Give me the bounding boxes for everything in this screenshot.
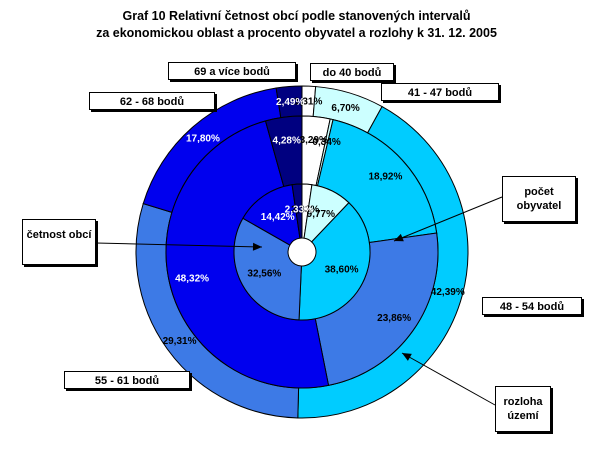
data-label-po-et-obyvatel-62-68-bod: 48,32%	[175, 274, 209, 285]
data-label-etnost-obc-do-40-bod: 2,33%	[291, 205, 319, 216]
data-label-po-et-obyvatel-41-47-bod: 0,34%	[312, 137, 340, 148]
arrow-population-line	[393, 196, 503, 242]
arrow-frequency-head	[252, 242, 262, 251]
data-label-rozloha-zem-41-47-bod: 6,70%	[331, 103, 359, 114]
data-label-po-et-obyvatel-48-54-bod: 18,92%	[368, 171, 402, 182]
legend-label-48-54: 48 - 54 bodů	[482, 297, 582, 315]
legend-label-do-40: do 40 bodů	[310, 63, 394, 81]
data-label-rozloha-zem-do-40-bod: 1,31%	[294, 97, 322, 108]
segment-etnost-obc-55-61-bod	[233, 217, 302, 321]
annotation-frequency: četnost obcí	[22, 219, 96, 265]
arrow-area-line	[401, 352, 496, 406]
segment-etnost-obc-48-54-bod	[298, 202, 371, 321]
data-label-rozloha-zem-55-61-bod: 29,31%	[163, 336, 197, 347]
chart-title-line-2: za ekonomickou oblast a procento obyvate…	[96, 26, 497, 40]
chart-title: Graf 10 Relativní četnost obcí podle sta…	[0, 8, 593, 42]
data-label-rozloha-zem-62-68-bod: 17,80%	[186, 134, 220, 145]
arrow-frequency-line	[95, 242, 263, 248]
data-label-rozloha-zem-69-a-v-ce-bod: 2,49%	[276, 97, 304, 108]
legend-label-55-61: 55 - 61 bodů	[64, 371, 190, 389]
data-label-etnost-obc-69-a-v-ce-bod: 2,33%	[285, 205, 313, 216]
data-label-etnost-obc-62-68-bod: 14,42%	[261, 212, 295, 223]
legend-label-62-68: 62 - 68 bodů	[89, 92, 215, 110]
data-label-etnost-obc-55-61-bod: 32,56%	[247, 268, 281, 279]
segment-etnost-obc-69-a-v-ce-bod	[291, 183, 303, 239]
data-label-rozloha-zem-48-54-bod: 42,39%	[431, 287, 465, 298]
data-label-po-et-obyvatel-55-61-bod: 23,86%	[377, 313, 411, 324]
legend-label-69-plus: 69 a více bodů	[168, 62, 296, 80]
chart-title-line-1: Graf 10 Relativní četnost obcí podle sta…	[122, 9, 471, 23]
data-label-etnost-obc-41-47-bod: 9,77%	[307, 209, 335, 220]
arrow-population-head	[394, 233, 404, 242]
legend-label-41-47: 41 - 47 bodů	[381, 83, 499, 101]
data-label-po-et-obyvatel-do-40-bod: 3,29%	[300, 135, 328, 146]
data-label-po-et-obyvatel-69-a-v-ce-bod: 4,28%	[273, 136, 301, 147]
arrow-area-head	[402, 353, 412, 361]
annotation-area: rozloha území	[495, 386, 551, 432]
annotation-population: počet obyvatel	[502, 176, 576, 222]
data-label-etnost-obc-48-54-bod: 38,60%	[325, 264, 359, 275]
